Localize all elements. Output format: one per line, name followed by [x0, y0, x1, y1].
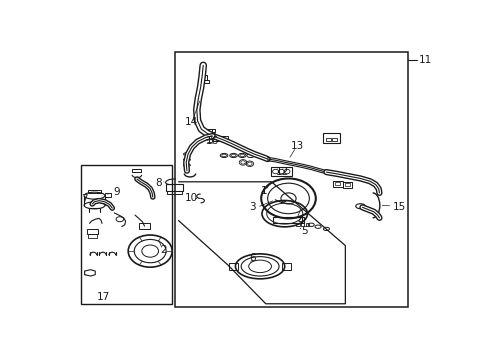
- Bar: [208, 129, 211, 132]
- Text: 16: 16: [205, 136, 219, 146]
- Bar: [87, 229, 97, 234]
- Bar: [205, 129, 208, 132]
- Bar: [332, 181, 342, 186]
- Text: 6: 6: [248, 253, 255, 263]
- Bar: [331, 138, 336, 141]
- Text: 1: 1: [260, 186, 267, 196]
- Bar: [344, 183, 349, 186]
- Bar: [175, 51, 407, 307]
- Bar: [132, 169, 141, 172]
- Text: 12: 12: [275, 167, 288, 177]
- Text: 7: 7: [81, 194, 87, 204]
- Bar: [167, 191, 181, 194]
- Bar: [296, 223, 299, 226]
- Text: 15: 15: [392, 202, 406, 212]
- Bar: [87, 190, 101, 193]
- Bar: [301, 223, 304, 226]
- Bar: [139, 223, 150, 229]
- Bar: [282, 263, 290, 270]
- Bar: [270, 167, 291, 176]
- Text: 8: 8: [155, 177, 162, 188]
- Text: 4: 4: [297, 216, 304, 226]
- Bar: [105, 193, 111, 197]
- Bar: [211, 136, 222, 141]
- Bar: [81, 165, 171, 304]
- Text: 10: 10: [184, 193, 198, 203]
- Text: 13: 13: [290, 141, 304, 151]
- Text: 2: 2: [160, 245, 167, 255]
- Bar: [200, 75, 207, 80]
- Bar: [228, 263, 238, 270]
- Bar: [87, 234, 97, 238]
- Text: 5: 5: [301, 226, 307, 236]
- Bar: [325, 138, 331, 141]
- Text: 9: 9: [113, 187, 120, 197]
- Bar: [334, 182, 340, 185]
- Bar: [342, 183, 351, 188]
- Text: 14: 14: [184, 117, 198, 127]
- Bar: [211, 129, 214, 132]
- Bar: [322, 133, 339, 143]
- Text: 11: 11: [418, 55, 431, 65]
- Bar: [166, 184, 183, 191]
- Bar: [305, 223, 308, 226]
- Text: 17: 17: [97, 292, 110, 302]
- Bar: [273, 217, 303, 223]
- Bar: [219, 136, 227, 141]
- Text: 3: 3: [249, 202, 256, 212]
- Bar: [198, 80, 208, 82]
